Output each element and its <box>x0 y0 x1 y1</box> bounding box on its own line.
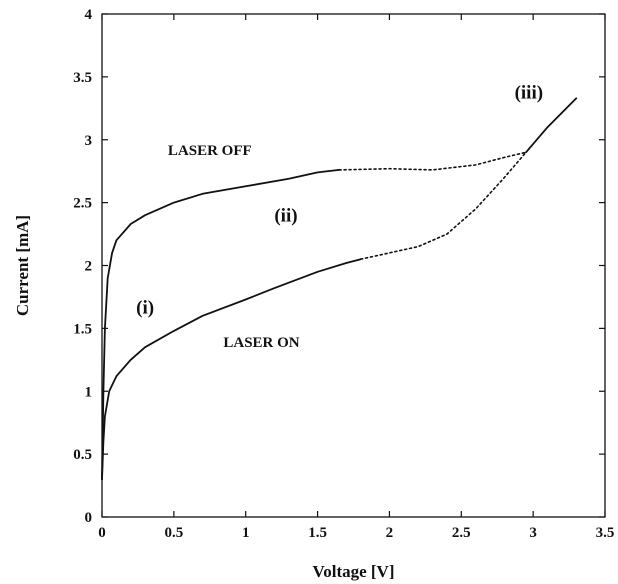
x-tick-label: 0 <box>98 525 106 541</box>
axis-ticks <box>101 13 606 518</box>
y-tick-label: 0.5 <box>73 447 92 463</box>
x-tick-label: 0.5 <box>164 525 183 541</box>
x-tick-label: 3.5 <box>596 525 615 541</box>
x-tick-label: 2.5 <box>452 525 471 541</box>
y-tick-label: 1 <box>85 384 93 400</box>
series-line-solid <box>525 97 578 154</box>
series-laser-off <box>101 151 527 481</box>
series-line-solid <box>101 258 362 481</box>
y-tick-label: 0 <box>85 510 93 526</box>
annotation-label: LASER ON <box>223 335 299 351</box>
annotations: LASER OFF LASER ON (i) (ii) (iii) <box>136 82 543 351</box>
series-line-dotted <box>338 151 527 171</box>
series-line-dotted <box>359 151 527 261</box>
annotation-label: (ii) <box>274 205 297 226</box>
annotation-label: LASER OFF <box>168 143 252 159</box>
y-axis-title: Current [mA] <box>13 215 32 316</box>
y-tick-label: 1.5 <box>73 321 92 337</box>
series-layer <box>101 97 578 481</box>
series-laser-on <box>101 151 527 481</box>
series-merged <box>525 97 578 154</box>
y-tick-label: 3 <box>85 133 93 149</box>
y-tick-label: 2.5 <box>73 196 92 212</box>
annotation-label: (iii) <box>515 82 544 103</box>
x-axis-title: Voltage [V] <box>313 562 395 581</box>
y-tick-label: 2 <box>85 259 93 275</box>
tick-labels: 0 0.5 1 1.5 2 2.5 3 3.5 0 0.5 1 1.5 2 2.5 3 3.5 4 <box>73 7 614 541</box>
series-line-solid <box>101 168 341 481</box>
annotation-label: (i) <box>136 297 154 318</box>
x-tick-label: 3 <box>529 525 537 541</box>
y-tick-label: 3.5 <box>73 70 92 86</box>
x-tick-label: 1.5 <box>308 525 327 541</box>
x-tick-label: 1 <box>242 525 250 541</box>
x-tick-label: 2 <box>386 525 394 541</box>
y-tick-label: 4 <box>85 7 93 23</box>
